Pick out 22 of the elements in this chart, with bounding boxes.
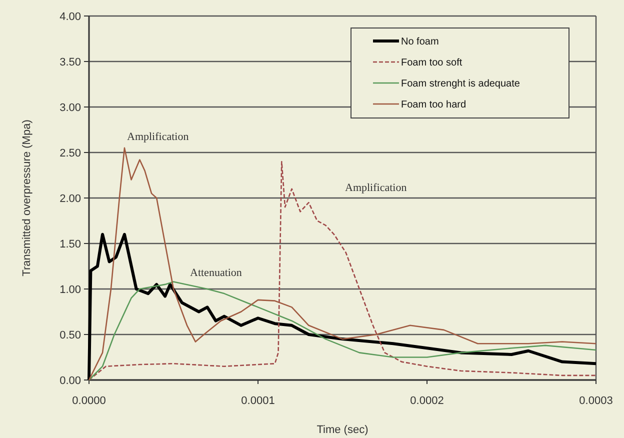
y-tick-label: 4.00 bbox=[60, 10, 81, 23]
annotation: Amplification bbox=[345, 182, 408, 194]
y-tick-label: 3.00 bbox=[60, 102, 81, 114]
y-tick-label: 0.00 bbox=[60, 374, 81, 387]
x-axis-title: Time (sec) bbox=[316, 424, 368, 436]
y-tick-label: 0.50 bbox=[60, 329, 81, 342]
legend-label: Foam too hard bbox=[401, 100, 466, 110]
x-tick-label: 0.0000 bbox=[72, 395, 106, 407]
x-tick-label: 0.0002 bbox=[410, 395, 444, 407]
legend-label: Foam strenght is adequate bbox=[401, 78, 520, 90]
y-tick-label: 1.50 bbox=[60, 238, 81, 250]
y-tick-label: 2.00 bbox=[60, 192, 81, 205]
annotation: Amplification bbox=[127, 131, 190, 143]
y-tick-label: 1.00 bbox=[60, 284, 81, 296]
y-tick-label: 2.50 bbox=[60, 147, 81, 160]
x-tick-label: 0.0003 bbox=[579, 395, 613, 407]
y-tick-label: 3.50 bbox=[60, 56, 81, 68]
legend-label: No foam bbox=[401, 36, 439, 48]
y-axis-title: Transmitted overpressure (Mpa) bbox=[21, 120, 33, 276]
x-tick-label: 0.0001 bbox=[241, 395, 275, 407]
legend-label: Foam too soft bbox=[401, 58, 462, 68]
annotation: Attenuation bbox=[190, 267, 242, 279]
